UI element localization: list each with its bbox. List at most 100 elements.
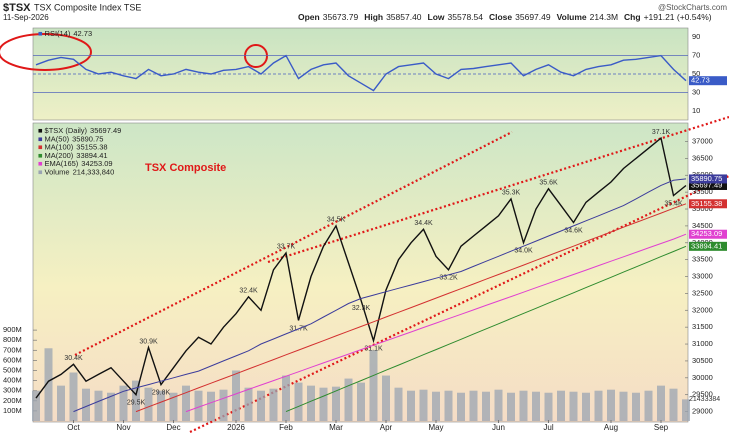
value-label: 33.2K: [439, 275, 458, 282]
volume-bar: [194, 390, 203, 421]
legend-value: 42.73: [73, 29, 92, 38]
volume-bar: [369, 350, 378, 421]
value-label: 34.4K: [414, 220, 433, 227]
volume-bar: [282, 375, 290, 421]
y-tick-label: 33500: [692, 255, 713, 264]
x-tick-label: 2026: [227, 423, 245, 432]
value-tag-box: [689, 76, 727, 86]
y-tick-label: 32500: [692, 288, 713, 297]
volume-bar: [344, 378, 353, 421]
y-tick-label: 31000: [692, 339, 713, 348]
volume-bar: [494, 389, 503, 421]
y-tick-label: 50: [692, 69, 700, 78]
volume-bar: [382, 375, 390, 421]
x-tick-label: May: [428, 423, 443, 432]
legend-value: 34253.09: [81, 159, 112, 168]
value-tag-box: [689, 180, 727, 190]
volume-bar: [157, 390, 165, 421]
value-tag-box: [689, 229, 727, 239]
volume-bar: [532, 391, 540, 421]
legend-value: 214,333,840: [73, 167, 115, 176]
volume-bar: [657, 385, 665, 421]
value-label: 37.1K: [652, 129, 671, 136]
y-tick-label: 90: [692, 32, 700, 41]
y-tick-label: 29000: [692, 407, 713, 416]
y2-tick-label: 800M: [3, 335, 22, 344]
series-line: [35, 136, 687, 399]
trendline: [189, 175, 729, 433]
legend-entry: ■ MA(200) 33894.41: [38, 151, 108, 160]
volume-bar: [107, 392, 115, 421]
volume-bar: [94, 390, 103, 421]
volume-bar: [644, 390, 653, 421]
value-tag-box: [689, 174, 727, 184]
volume-bar: [582, 392, 590, 421]
value-tag: 33894.41: [691, 241, 722, 250]
volume-bar: [444, 390, 453, 421]
series-line: [135, 203, 687, 413]
volume-bar: [82, 388, 90, 421]
volume-bar: [432, 391, 440, 421]
volume-bar: [457, 392, 465, 421]
y-tick-label: 35000: [692, 204, 713, 213]
quote-label: Low: [428, 12, 445, 22]
legend-value: 35155.38: [76, 143, 107, 152]
series-line: [73, 178, 687, 413]
volume-bar: [294, 382, 303, 421]
volume-bar: [132, 380, 140, 421]
volume-bar: [244, 387, 253, 421]
y-tick-label: 29500: [692, 390, 713, 399]
x-tick-label: Sep: [654, 423, 669, 432]
value-label: 34.6K: [564, 227, 583, 234]
volume-bar: [632, 392, 640, 421]
value-tag: 42.73: [691, 76, 710, 85]
legend-name: RSI(14): [45, 29, 71, 38]
x-tick-label: Apr: [380, 423, 393, 432]
value-label: 30.4K: [64, 355, 83, 362]
volume-bar: [469, 390, 478, 421]
volume-bar: [482, 391, 490, 421]
quote-value: 35578.54: [448, 12, 484, 22]
x-tick-label: Jul: [543, 423, 553, 432]
y2-tick-label: 200M: [3, 396, 22, 405]
x-tick-label: Feb: [279, 423, 293, 432]
volume-bar: [594, 390, 603, 421]
legend-name: MA(200): [45, 151, 74, 160]
y2-tick-label: 600M: [3, 355, 22, 364]
y2-tick-label: 700M: [3, 345, 22, 354]
series-line: [35, 54, 687, 92]
legend-marker: ■: [38, 134, 43, 143]
value-label: 29.8K: [152, 389, 171, 396]
volume-tag: 21433384: [689, 396, 720, 403]
volume-bar: [219, 389, 228, 421]
series-line: [185, 233, 687, 413]
y-tick-label: 35500: [692, 187, 713, 196]
index-name: TSX Composite Index TSE: [34, 2, 141, 12]
y-tick-label: 30500: [692, 356, 713, 365]
x-tick-label: Oct: [67, 423, 80, 432]
volume-bar: [557, 390, 565, 421]
header: $TSX TSX Composite Index TSE 11-Sep-2026…: [3, 2, 727, 22]
annotation: TSX Composite: [145, 162, 226, 174]
legend-marker: ■: [38, 159, 43, 168]
y2-tick-label: 500M: [3, 365, 22, 374]
y-tick-label: 70: [692, 51, 700, 60]
volume-bar: [269, 388, 278, 421]
legend-value: 33894.41: [76, 151, 107, 160]
legend-marker: ■: [38, 151, 43, 160]
legend-entry: ■ Volume 214,333,840: [38, 167, 114, 176]
legend-entry: ■ $TSX (Daily) 35697.49: [38, 126, 121, 135]
value-label: 35.6K: [539, 180, 558, 187]
volume-bar: [144, 387, 153, 421]
legend-entry: ■ MA(50) 35890.75: [38, 134, 103, 143]
volume-bar: [32, 390, 40, 421]
volume-bar: [257, 390, 265, 421]
value-label: 35.4K: [664, 200, 683, 207]
date: 11-Sep-2026: [3, 13, 49, 22]
y-tick-label: 33000: [692, 272, 713, 281]
x-tick-label: Aug: [604, 423, 618, 432]
quote-value: 35697.49: [515, 12, 551, 22]
value-tag-box: [689, 241, 727, 251]
